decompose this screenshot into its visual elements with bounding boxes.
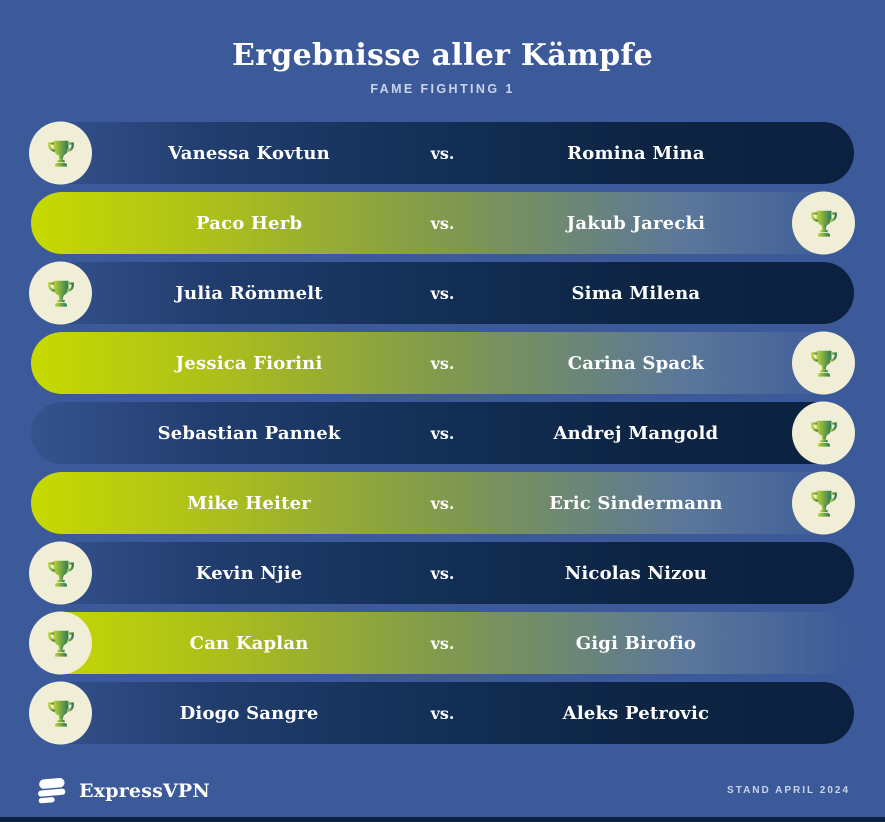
- winner-trophy-badge: [792, 191, 855, 255]
- fight-row-bar: [31, 122, 854, 184]
- fighter-right-name: Eric Sindermann: [549, 492, 723, 514]
- fight-row-bar: [31, 682, 854, 744]
- trophy-icon: [810, 490, 837, 517]
- fight-row: Diogo Sangre vs. Aleks Petrovic: [29, 681, 854, 745]
- fighter-left-name: Mike Heiter: [187, 492, 311, 514]
- vs-label: vs.: [430, 493, 455, 513]
- fight-row: Can Kaplan vs. Gigi Birofio: [29, 611, 854, 675]
- fight-row: Mike Heiter vs. Eric Sindermann: [31, 471, 855, 535]
- trophy-icon: [810, 420, 837, 447]
- fight-row-bar: [31, 542, 854, 604]
- trophy-icon: [47, 140, 74, 167]
- fighter-left-name: Paco Herb: [195, 212, 303, 234]
- fight-row: Vanessa Kovtun vs. Romina Mina: [29, 121, 854, 185]
- vs-label: vs.: [430, 423, 455, 443]
- bottom-strip: [0, 817, 885, 822]
- fighter-left-name: Jessica Fiorini: [175, 352, 323, 374]
- fight-row: Sebastian Pannek vs. Andrej Mangold: [31, 401, 855, 465]
- winner-trophy-badge: [29, 681, 92, 745]
- page-subtitle: FAME FIGHTING 1: [370, 82, 515, 96]
- fight-row-bar: [31, 262, 854, 324]
- vs-label: vs.: [430, 633, 455, 653]
- fighter-right-name: Aleks Petrovic: [562, 702, 710, 724]
- fighter-right-name: Carina Spack: [567, 352, 705, 374]
- fighter-left-name: Diogo Sangre: [179, 702, 319, 724]
- fighter-left-name: Sebastian Pannek: [157, 422, 341, 444]
- header: Ergebnisse aller Kämpfe FAME FIGHTING 1: [0, 38, 885, 96]
- vs-label: vs.: [430, 283, 455, 303]
- fight-row-bar: [31, 332, 854, 394]
- winner-trophy-badge: [792, 331, 855, 395]
- footer: ExpressVPN STAND APRIL 2024: [35, 776, 850, 805]
- fighter-right-name: Romina Mina: [567, 142, 705, 164]
- vs-label: vs.: [430, 213, 455, 233]
- fight-row-bar: [31, 402, 854, 464]
- fighter-left-name: Vanessa Kovtun: [168, 142, 330, 164]
- fighter-left-name: Julia Römmelt: [175, 282, 323, 304]
- fight-row-bar: [31, 472, 854, 534]
- trophy-icon: [810, 350, 837, 377]
- page-title: Ergebnisse aller Kämpfe: [232, 38, 653, 73]
- fight-row: Jessica Fiorini vs. Carina Spack: [31, 331, 855, 395]
- fighter-right-name: Sima Milena: [571, 282, 701, 304]
- expressvpn-logo-icon: [38, 777, 66, 804]
- vs-label: vs.: [430, 703, 455, 723]
- winner-trophy-badge: [792, 401, 855, 465]
- trophy-icon: [47, 280, 74, 307]
- fight-row: Julia Römmelt vs. Sima Milena: [29, 261, 854, 325]
- fight-row: Paco Herb vs. Jakub Jarecki: [31, 191, 855, 255]
- vs-label: vs.: [430, 143, 455, 163]
- fighter-right-name: Nicolas Nizou: [564, 562, 708, 584]
- fighter-left-name: Kevin Njie: [195, 562, 303, 584]
- fight-list: Vanessa Kovtun vs. Romina Mina: [29, 121, 855, 745]
- fight-row-bar: [31, 612, 854, 674]
- winner-trophy-badge: [29, 541, 92, 605]
- vs-label: vs.: [430, 353, 455, 373]
- winner-trophy-badge: [29, 121, 92, 185]
- trophy-icon: [810, 210, 837, 237]
- fight-row: Kevin Njie vs. Nicolas Nizou: [29, 541, 854, 605]
- trophy-icon: [47, 700, 74, 727]
- trophy-icon: [47, 630, 74, 657]
- trophy-icon: [47, 560, 74, 587]
- brand-name: ExpressVPN: [79, 779, 210, 802]
- winner-trophy-badge: [29, 611, 92, 675]
- date-note: STAND APRIL 2024: [727, 785, 850, 796]
- fighter-right-name: Gigi Birofio: [575, 632, 697, 654]
- fighter-right-name: Andrej Mangold: [553, 422, 719, 444]
- vs-label: vs.: [430, 563, 455, 583]
- fighter-right-name: Jakub Jarecki: [566, 212, 706, 234]
- winner-trophy-badge: [29, 261, 92, 325]
- fighter-left-name: Can Kaplan: [189, 632, 309, 654]
- fight-row-bar: [31, 192, 854, 254]
- brand-lockup: ExpressVPN: [35, 776, 210, 805]
- winner-trophy-badge: [792, 471, 855, 535]
